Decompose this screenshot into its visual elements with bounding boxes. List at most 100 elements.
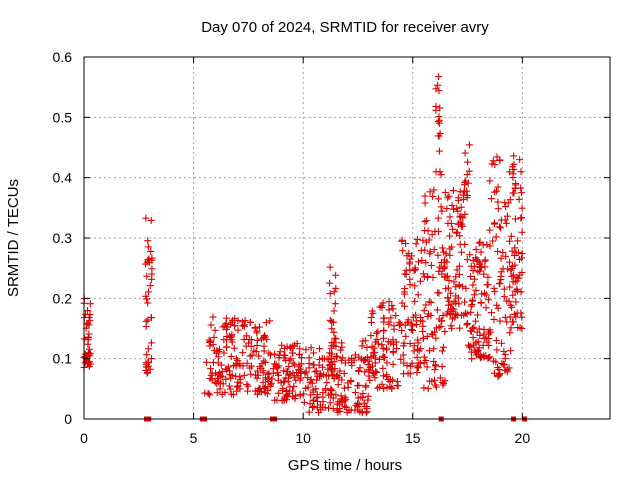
data-point	[211, 378, 219, 386]
data-point	[359, 337, 367, 345]
data-point	[419, 270, 427, 278]
data-point	[304, 383, 312, 391]
data-point	[360, 399, 368, 407]
data-point	[438, 347, 446, 355]
data-point	[211, 326, 219, 334]
data-point	[253, 336, 261, 344]
data-point	[516, 324, 524, 332]
data-point	[446, 213, 454, 221]
data-point	[206, 391, 214, 399]
data-point	[518, 313, 526, 321]
data-point	[518, 268, 526, 276]
data-point	[425, 298, 433, 306]
data-point	[258, 335, 266, 343]
data-point	[147, 355, 155, 363]
data-point	[313, 394, 321, 402]
data-point	[490, 369, 498, 377]
data-point	[385, 320, 393, 328]
data-point	[463, 321, 471, 329]
data-point	[442, 250, 450, 258]
data-point	[327, 355, 335, 363]
data-point	[144, 345, 152, 353]
data-point	[383, 371, 391, 379]
data-point	[480, 334, 488, 342]
data-point	[326, 399, 334, 407]
data-point	[248, 351, 256, 359]
data-point	[486, 177, 494, 185]
data-point	[240, 321, 248, 329]
data-point	[305, 408, 313, 416]
data-point	[489, 237, 497, 245]
data-point	[454, 194, 462, 202]
data-point	[420, 273, 428, 281]
x-tick-label: 20	[515, 430, 531, 446]
data-point	[491, 188, 499, 196]
data-point	[244, 382, 252, 390]
data-point	[491, 288, 499, 296]
x-tick-label: 5	[190, 430, 198, 446]
data-point	[392, 312, 400, 320]
data-point	[421, 246, 429, 254]
data-point	[511, 244, 519, 252]
data-point	[468, 296, 476, 304]
data-point	[423, 217, 431, 225]
data-point	[508, 303, 516, 311]
data-point	[262, 319, 270, 327]
data-point	[259, 367, 267, 375]
data-point	[86, 360, 94, 368]
data-point	[478, 353, 486, 361]
data-point	[367, 353, 375, 361]
data-point	[475, 325, 483, 333]
data-point	[319, 389, 327, 397]
data-point	[414, 339, 422, 347]
x-tick-label: 10	[295, 430, 311, 446]
data-point	[394, 382, 402, 390]
data-point	[355, 400, 363, 408]
data-point	[499, 248, 507, 256]
data-point	[487, 195, 495, 203]
data-point	[217, 361, 225, 369]
data-point	[434, 81, 442, 89]
data-point	[142, 322, 150, 330]
data-point	[206, 337, 214, 345]
data-point	[332, 335, 340, 343]
data-point	[327, 386, 335, 394]
data-point	[421, 226, 429, 234]
data-point	[490, 315, 498, 323]
data-point	[493, 301, 501, 309]
data-point	[517, 214, 525, 222]
data-point	[351, 351, 359, 359]
data-point	[450, 278, 458, 286]
data-point	[219, 323, 227, 331]
data-point	[461, 179, 469, 187]
data-point	[355, 381, 363, 389]
data-point	[330, 288, 338, 296]
data-point	[368, 307, 376, 315]
data-point	[457, 212, 465, 220]
data-point	[403, 361, 411, 369]
data-point	[340, 384, 348, 392]
x-tick-label: 15	[405, 430, 421, 446]
data-point	[414, 291, 422, 299]
data-point	[512, 180, 520, 188]
data-point	[416, 314, 424, 322]
data-point	[438, 317, 446, 325]
data-point	[239, 349, 247, 357]
data-point	[143, 272, 151, 280]
data-point	[397, 355, 405, 363]
data-point	[375, 355, 383, 363]
data-point	[444, 294, 452, 302]
data-point	[467, 262, 475, 270]
data-point	[226, 385, 234, 393]
data-point	[143, 369, 151, 377]
data-point	[330, 338, 338, 346]
data-point	[420, 353, 428, 361]
data-point	[429, 192, 437, 200]
data-point	[222, 375, 230, 383]
data-point	[209, 313, 217, 321]
data-point	[260, 332, 268, 340]
data-point	[509, 271, 517, 279]
data-point	[332, 284, 340, 292]
data-point	[457, 203, 465, 211]
